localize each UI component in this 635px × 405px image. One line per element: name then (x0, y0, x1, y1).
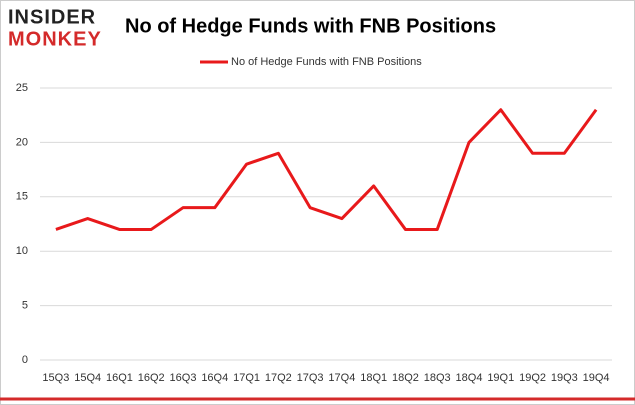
x-tick-label: 17Q1 (233, 372, 260, 384)
x-tick-label: 18Q1 (360, 372, 387, 384)
x-tick-label: 19Q4 (583, 372, 610, 384)
x-tick-label: 16Q2 (138, 372, 165, 384)
x-tick-label: 18Q4 (456, 372, 483, 384)
x-tick-label: 17Q3 (297, 372, 324, 384)
data-line (55, 108, 598, 231)
y-tick-label: 5 (22, 300, 28, 312)
x-tick-label: 17Q4 (328, 372, 355, 384)
x-tick-label: 18Q3 (424, 372, 451, 384)
x-tick-label: 15Q3 (42, 372, 69, 384)
y-tick-label: 10 (16, 245, 28, 257)
x-tick-label: 19Q2 (519, 372, 546, 384)
chart-title: No of Hedge Funds with FNB Positions (125, 15, 496, 37)
legend-label: No of Hedge Funds with FNB Positions (231, 56, 422, 68)
x-tick-label: 18Q2 (392, 372, 419, 384)
x-tick-label: 19Q3 (551, 372, 578, 384)
logo-line1: INSIDER (8, 6, 96, 28)
y-tick-label: 25 (16, 82, 28, 94)
x-tick-label: 16Q1 (106, 372, 133, 384)
y-tick-label: 20 (16, 136, 28, 148)
x-tick-label: 19Q1 (487, 372, 514, 384)
x-tick-label: 15Q4 (74, 372, 101, 384)
x-tick-label: 16Q3 (170, 372, 197, 384)
x-tick-label: 16Q4 (201, 372, 228, 384)
y-tick-label: 0 (22, 354, 28, 366)
y-tick-label: 15 (16, 191, 28, 203)
x-tick-label: 17Q2 (265, 372, 292, 384)
logo-line2: MONKEY (8, 28, 102, 50)
